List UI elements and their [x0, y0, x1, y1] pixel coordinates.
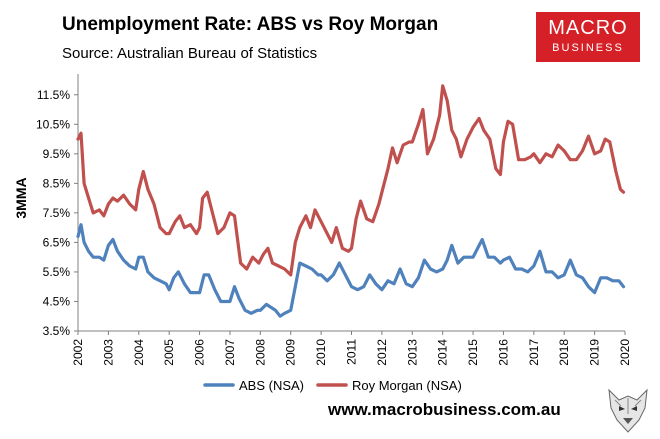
y-tick-label: 3.5% — [43, 324, 71, 338]
x-tick-label: 2010 — [314, 339, 328, 366]
y-tick-label: 4.5% — [43, 294, 71, 308]
y-tick-label: 5.5% — [43, 265, 71, 279]
x-tick-label: 2004 — [132, 339, 146, 366]
logo-text-top: MACRO — [548, 17, 628, 39]
y-tick-label: 7.5% — [43, 206, 71, 220]
x-tick-label: 2016 — [496, 339, 510, 366]
y-tick-label: 8.5% — [43, 176, 71, 190]
y-tick-label: 11.5% — [37, 88, 70, 102]
chart-subtitle: Source: Australian Bureau of Statistics — [62, 45, 318, 62]
macrobusiness-logo: MACRO BUSINESS — [536, 12, 640, 62]
x-tick-label: 2009 — [284, 339, 298, 366]
x-tick-label: 2007 — [223, 339, 237, 366]
series-line-abs — [76, 223, 626, 318]
legend-label: ABS (NSA) — [239, 378, 304, 393]
x-tick-label: 2003 — [101, 339, 115, 366]
legend-label: Roy Morgan (NSA) — [352, 378, 462, 393]
y-tick-label: 10.5% — [36, 117, 70, 131]
x-tick-label: 2011 — [345, 339, 359, 365]
y-tick-label: 6.5% — [43, 235, 71, 249]
x-tick-label: 2005 — [162, 339, 176, 366]
x-tick-label: 2002 — [71, 339, 85, 366]
x-tick-label: 2018 — [557, 339, 571, 366]
x-tick-label: 2017 — [527, 339, 541, 366]
x-tick-label: 2006 — [193, 339, 207, 366]
series-line-roy-morgan — [76, 84, 626, 277]
x-tick-label: 2019 — [588, 339, 602, 366]
x-tick-label: 2015 — [466, 339, 480, 366]
y-tick-label: 9.5% — [43, 147, 71, 161]
website-url: www.macrobusiness.com.au — [328, 400, 561, 419]
chart-title: Unemployment Rate: ABS vs Roy Morgan — [62, 14, 439, 35]
x-tick-label: 2012 — [375, 339, 389, 366]
wolf-logo-icon — [608, 388, 648, 433]
logo-text-bottom: BUSINESS — [552, 42, 624, 54]
x-tick-label: 2013 — [405, 339, 419, 366]
x-tick-label: 2020 — [618, 339, 632, 366]
x-tick-label: 2008 — [253, 339, 267, 366]
x-tick-label: 2014 — [436, 339, 450, 366]
